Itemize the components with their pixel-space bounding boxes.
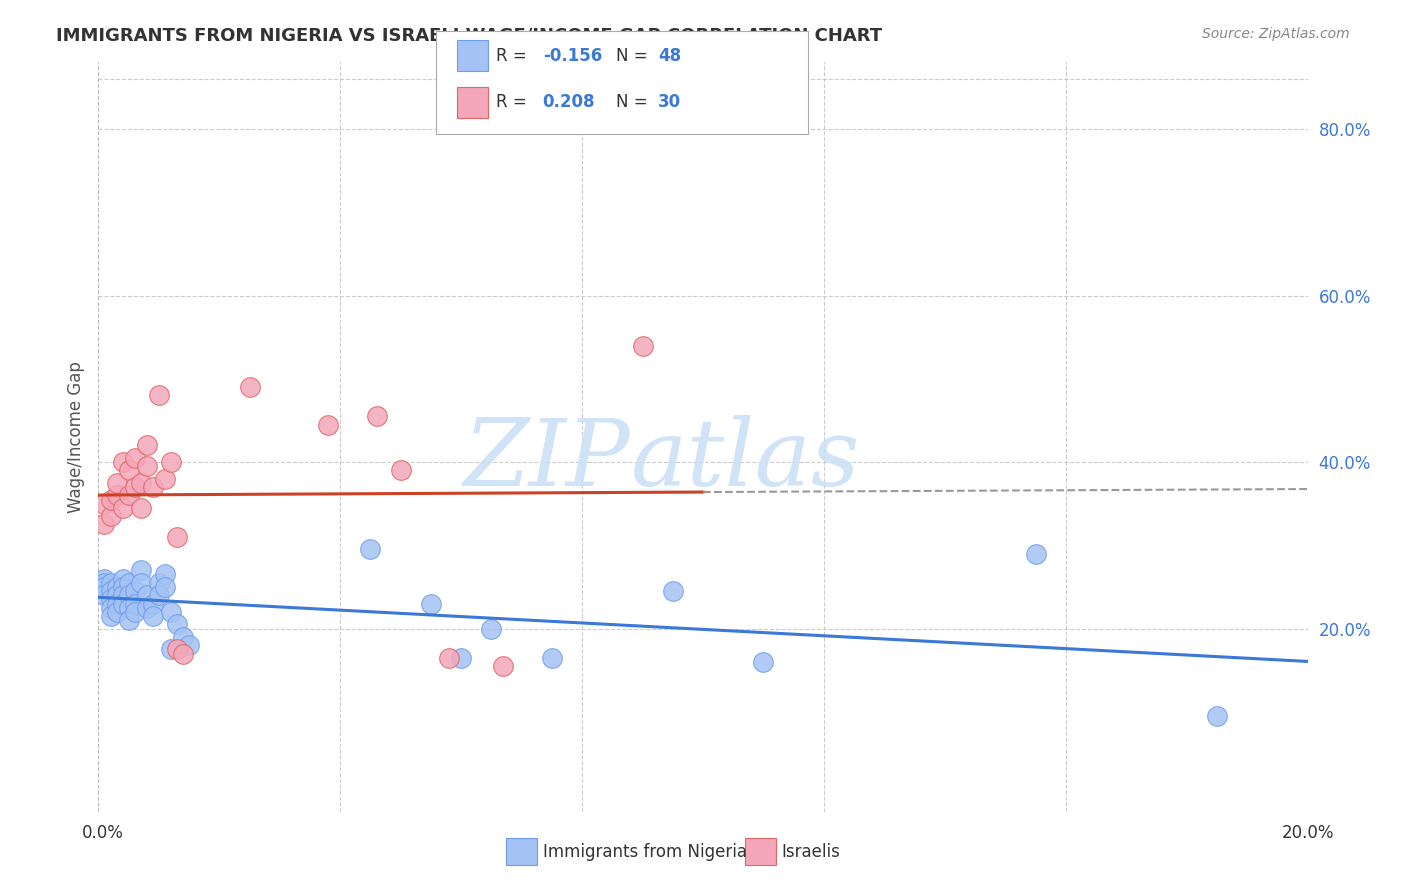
Point xyxy=(179,638,201,652)
Point xyxy=(316,417,339,432)
Text: -0.156: -0.156 xyxy=(543,46,602,64)
Point xyxy=(135,438,157,452)
Text: 48: 48 xyxy=(658,46,681,64)
Point xyxy=(105,475,128,490)
Point xyxy=(111,580,134,594)
Text: R =: R = xyxy=(496,46,533,64)
Point xyxy=(172,630,194,644)
Text: 30: 30 xyxy=(658,94,681,112)
Text: Source: ZipAtlas.com: Source: ZipAtlas.com xyxy=(1202,27,1350,41)
Point xyxy=(160,605,183,619)
Point xyxy=(166,642,188,657)
Point xyxy=(1206,709,1229,723)
Point xyxy=(124,597,146,611)
Point xyxy=(111,597,134,611)
Point xyxy=(153,567,176,582)
Point xyxy=(153,580,176,594)
Point xyxy=(118,488,141,502)
Text: ZIP: ZIP xyxy=(464,415,630,505)
Point xyxy=(93,517,115,532)
Point xyxy=(100,575,122,590)
Point xyxy=(142,609,165,624)
Point xyxy=(129,500,152,515)
Point xyxy=(124,605,146,619)
Text: N =: N = xyxy=(616,46,652,64)
Point xyxy=(100,584,122,599)
Point xyxy=(360,542,382,557)
Point xyxy=(124,480,146,494)
Point xyxy=(105,580,128,594)
Point xyxy=(142,597,165,611)
Point xyxy=(129,475,152,490)
Point xyxy=(135,600,157,615)
Point xyxy=(437,650,460,665)
Text: 20.0%: 20.0% xyxy=(1281,824,1334,842)
Point xyxy=(153,472,176,486)
Point xyxy=(389,463,412,477)
Point xyxy=(100,492,122,507)
Point xyxy=(752,655,775,669)
Point xyxy=(1024,547,1046,561)
Point xyxy=(160,642,183,657)
Point xyxy=(631,338,654,352)
Point xyxy=(148,575,170,590)
Point xyxy=(93,572,115,586)
Point xyxy=(100,609,122,624)
Point xyxy=(129,575,152,590)
Point xyxy=(420,597,443,611)
Point xyxy=(100,592,122,607)
Text: R =: R = xyxy=(496,94,533,112)
Point xyxy=(166,617,188,632)
Point xyxy=(366,409,388,424)
Point xyxy=(105,605,128,619)
Point xyxy=(93,497,115,511)
Text: Israelis: Israelis xyxy=(782,843,841,861)
Point xyxy=(105,488,128,502)
Point xyxy=(450,650,472,665)
Point xyxy=(135,459,157,474)
Point xyxy=(111,500,134,515)
Point xyxy=(93,575,115,590)
Point xyxy=(148,388,170,402)
Y-axis label: Wage/Income Gap: Wage/Income Gap xyxy=(66,361,84,513)
Point xyxy=(93,588,115,602)
Point xyxy=(118,588,141,602)
Point xyxy=(481,622,503,636)
Point xyxy=(166,530,188,544)
Text: Immigrants from Nigeria: Immigrants from Nigeria xyxy=(543,843,747,861)
Point xyxy=(172,647,194,661)
Point xyxy=(100,600,122,615)
Text: 0.208: 0.208 xyxy=(543,94,595,112)
Point xyxy=(148,588,170,602)
Point xyxy=(160,455,183,469)
Point xyxy=(111,455,134,469)
Point xyxy=(239,380,262,394)
Point xyxy=(540,650,562,665)
Point xyxy=(118,613,141,627)
Point xyxy=(118,575,141,590)
Point xyxy=(135,588,157,602)
Point xyxy=(111,588,134,602)
Point xyxy=(118,463,141,477)
Point xyxy=(124,450,146,465)
Text: atlas: atlas xyxy=(630,415,860,505)
Point xyxy=(492,659,515,673)
Text: 0.0%: 0.0% xyxy=(82,824,124,842)
Point xyxy=(111,572,134,586)
Point xyxy=(129,563,152,577)
Text: IMMIGRANTS FROM NIGERIA VS ISRAELI WAGE/INCOME GAP CORRELATION CHART: IMMIGRANTS FROM NIGERIA VS ISRAELI WAGE/… xyxy=(56,27,883,45)
Point xyxy=(93,580,115,594)
Text: N =: N = xyxy=(616,94,652,112)
Point xyxy=(118,600,141,615)
Point xyxy=(142,480,165,494)
Point xyxy=(100,509,122,524)
Point xyxy=(661,584,683,599)
Point xyxy=(124,584,146,599)
Point xyxy=(105,588,128,602)
Point xyxy=(105,597,128,611)
